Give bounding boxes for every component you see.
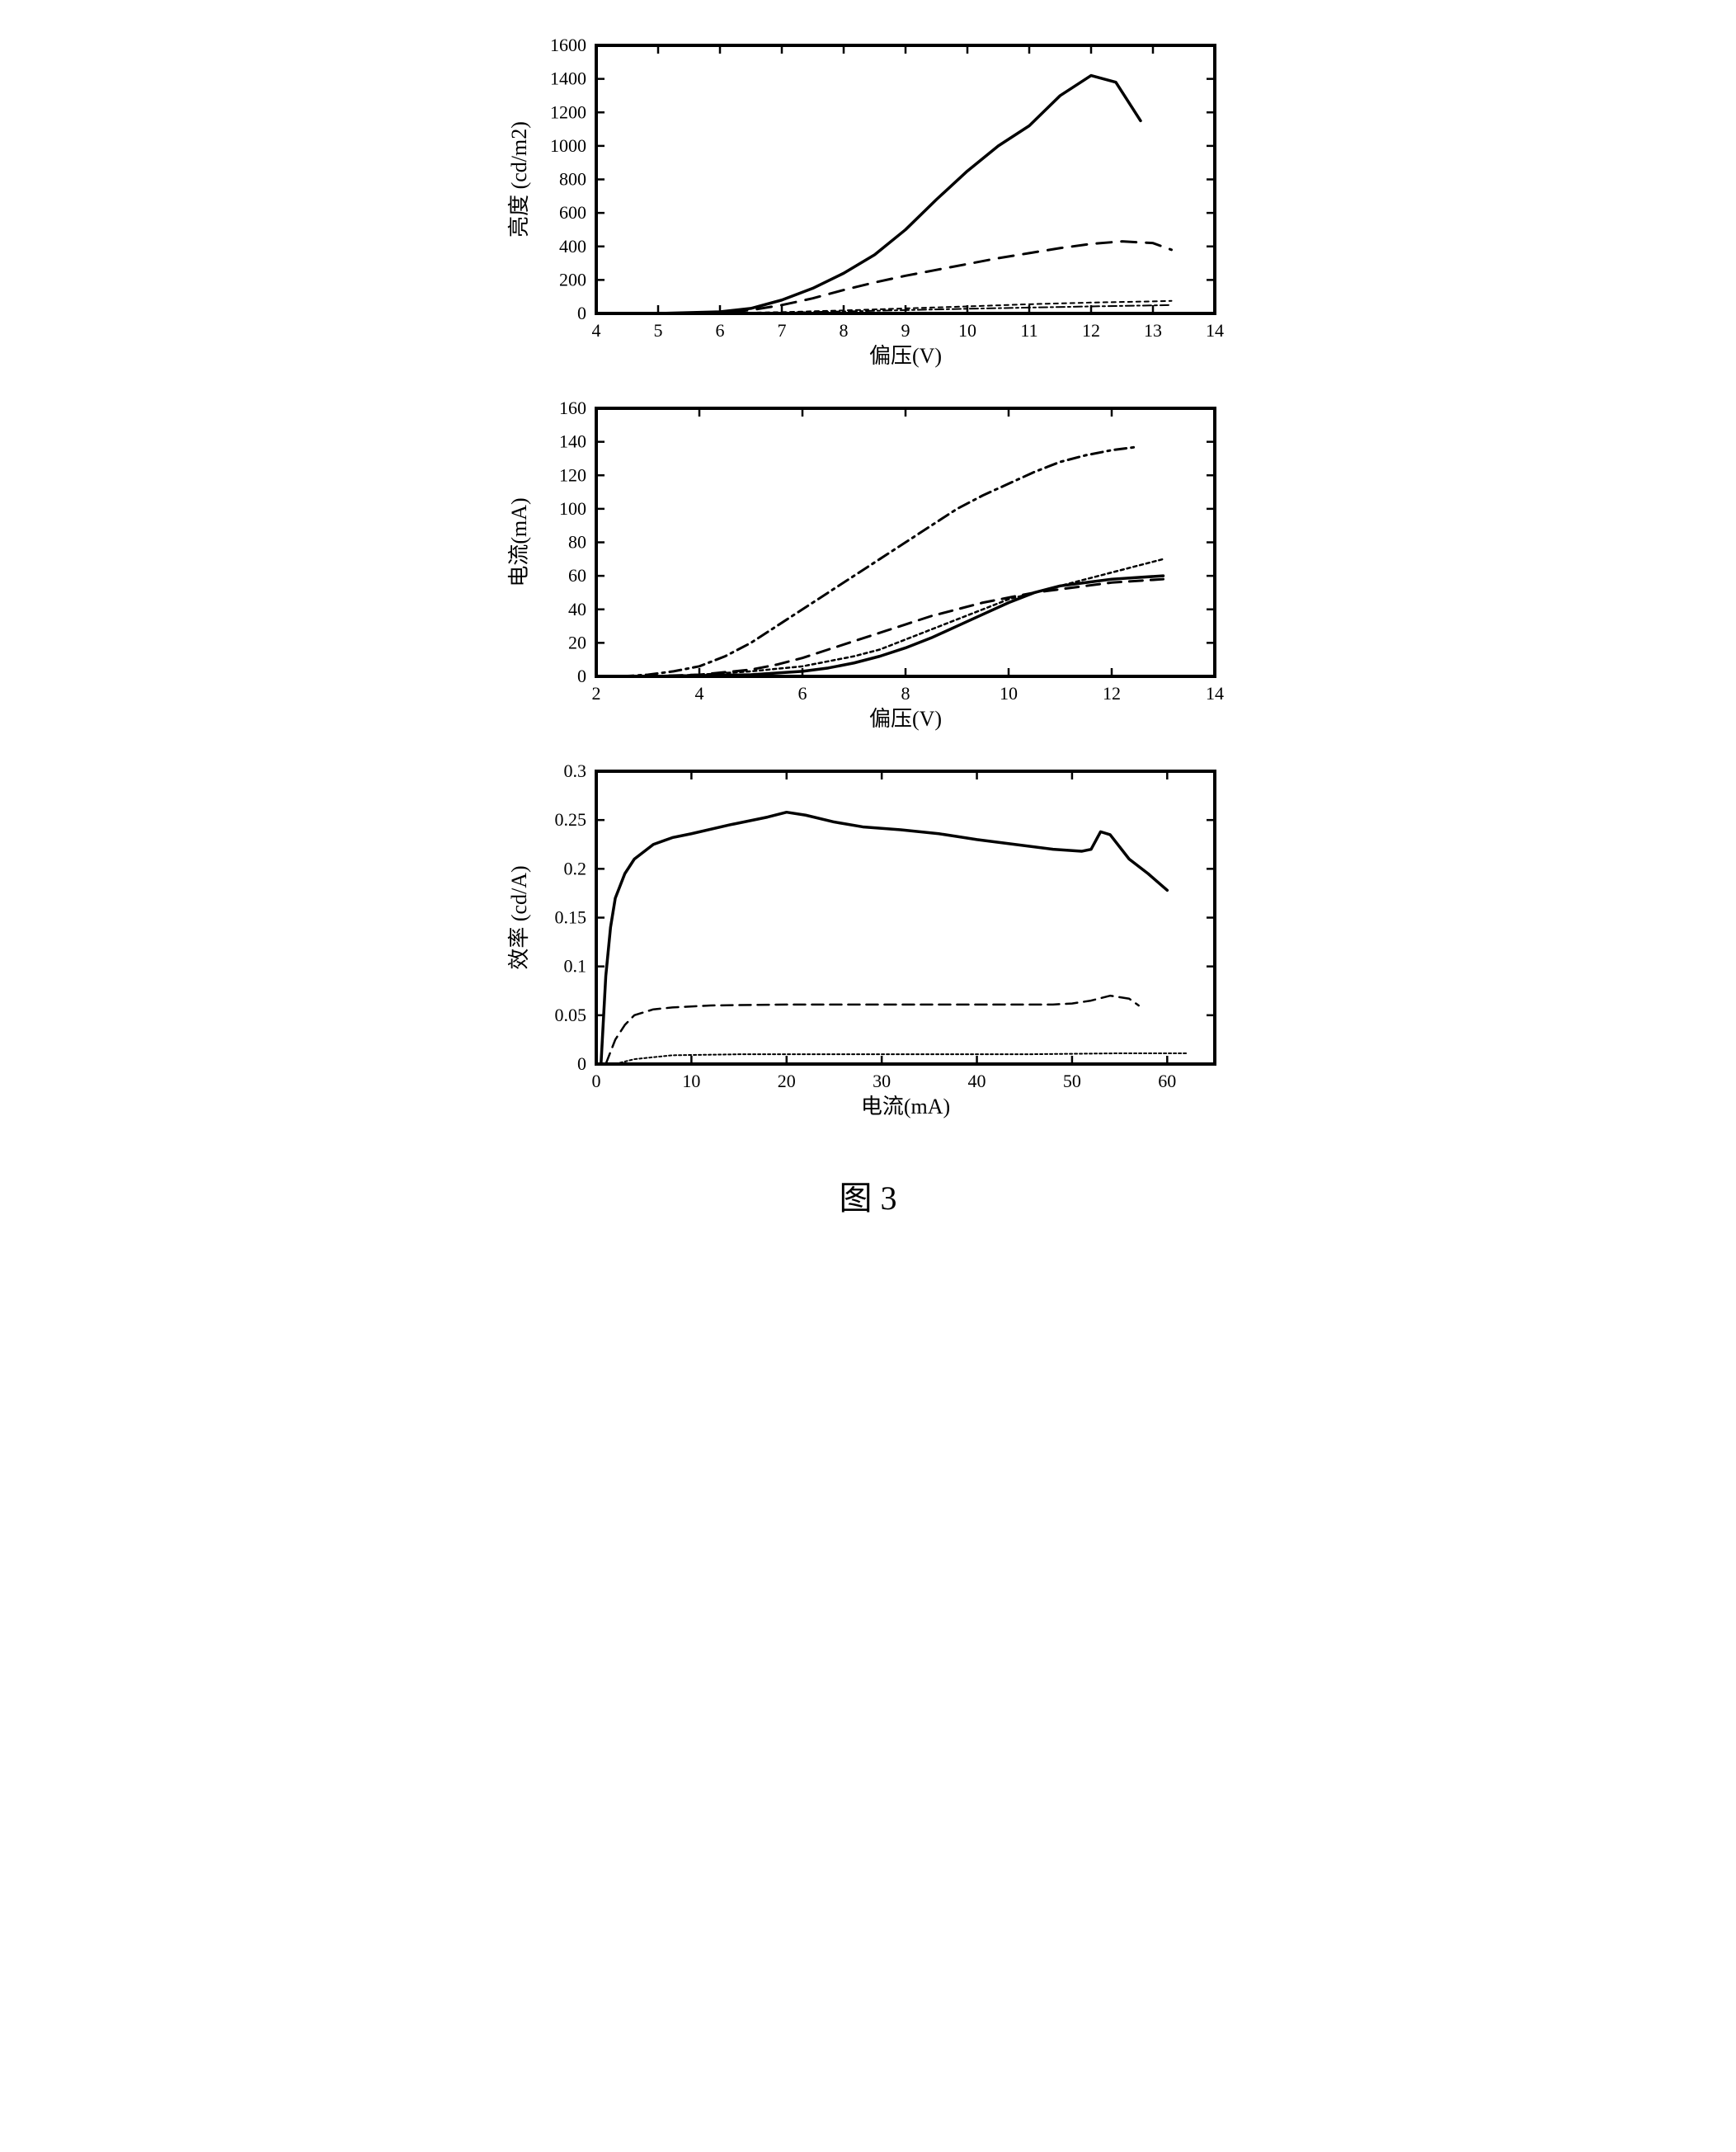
svg-text:0: 0 [577, 303, 586, 323]
svg-text:0: 0 [591, 1071, 600, 1091]
panel-brightness: 4 5 6 7 8 9 10 11 12 13 14 0 200 400 600 800 1000 1200 140… [497, 33, 1240, 379]
svg-text:12: 12 [1082, 320, 1100, 341]
svg-text:140: 140 [559, 431, 586, 452]
svg-text:0.3: 0.3 [563, 760, 586, 781]
svg-text:电流(mA): 电流(mA) [507, 497, 531, 586]
svg-text:亮度 (cd/m2): 亮度 (cd/m2) [507, 121, 531, 238]
svg-text:8: 8 [839, 320, 848, 341]
svg-text:20: 20 [777, 1071, 795, 1091]
svg-text:4: 4 [591, 320, 600, 341]
svg-text:7: 7 [777, 320, 786, 341]
figure-container: 4567891011121314020040060080010001200140… [497, 33, 1240, 1219]
svg-text:效率 (cd/A): 效率 (cd/A) [507, 865, 531, 969]
svg-text:13: 13 [1144, 320, 1162, 341]
svg-text:8: 8 [901, 683, 910, 704]
panel-current: 2468101214020406080100120140160偏压(V)电流(m… [497, 396, 1240, 742]
svg-text:100: 100 [559, 498, 586, 519]
svg-text:电流(mA): 电流(mA) [860, 1095, 949, 1118]
svg-text:0: 0 [577, 666, 586, 686]
svg-text:6: 6 [715, 320, 724, 341]
svg-text:11: 11 [1020, 320, 1037, 341]
svg-text:10: 10 [682, 1071, 700, 1091]
svg-text:0.2: 0.2 [563, 858, 586, 878]
svg-text:20: 20 [568, 632, 586, 652]
svg-text:10: 10 [1000, 683, 1018, 704]
svg-text:160: 160 [559, 398, 586, 418]
svg-text:400: 400 [559, 236, 586, 257]
svg-text:2: 2 [591, 683, 600, 704]
svg-text:0.15: 0.15 [554, 907, 586, 928]
svg-text:9: 9 [901, 320, 910, 341]
svg-text:0: 0 [577, 1053, 586, 1074]
svg-text:600: 600 [559, 202, 586, 223]
svg-text:40: 40 [568, 599, 586, 619]
chart-brightness: 4 5 6 7 8 9 10 11 12 13 14 0 200 400 600 800 1000 1200 140… [497, 33, 1240, 379]
svg-text:1000: 1000 [550, 135, 586, 156]
svg-text:偏压(V): 偏压(V) [868, 344, 941, 368]
svg-text:50: 50 [1062, 1071, 1080, 1091]
svg-text:30: 30 [873, 1071, 891, 1091]
svg-text:120: 120 [559, 464, 586, 485]
panel-efficiency: 0 10 20 30 40 50 60 0 0.05 0.1 0.15 0.2 0.25 0.3 电流(mA… [497, 759, 1240, 1130]
svg-text:4: 4 [694, 683, 703, 704]
svg-text:5: 5 [653, 320, 662, 341]
svg-text:0.05: 0.05 [554, 1005, 586, 1025]
svg-text:0.1: 0.1 [563, 956, 586, 977]
svg-text:800: 800 [559, 169, 586, 190]
svg-text:1200: 1200 [550, 101, 586, 122]
svg-text:60: 60 [1158, 1071, 1176, 1091]
svg-text:1600: 1600 [550, 35, 586, 55]
chart-current: 2468101214020406080100120140160偏压(V)电流(m… [497, 396, 1240, 742]
svg-text:6: 6 [797, 683, 807, 704]
figure-caption: 图 3 [497, 1171, 1240, 1219]
svg-text:14: 14 [1206, 683, 1224, 704]
svg-text:偏压(V): 偏压(V) [868, 707, 941, 731]
svg-text:40: 40 [967, 1071, 986, 1091]
svg-text:200: 200 [559, 269, 586, 290]
svg-text:1400: 1400 [550, 68, 586, 89]
chart-efficiency: 0 10 20 30 40 50 60 0 0.05 0.1 0.15 0.2 0.25 0.3 电流(mA… [497, 759, 1240, 1130]
svg-text:60: 60 [568, 565, 586, 586]
svg-text:12: 12 [1103, 683, 1121, 704]
svg-text:10: 10 [958, 320, 976, 341]
svg-text:14: 14 [1206, 320, 1224, 341]
svg-text:80: 80 [568, 532, 586, 553]
svg-text:0.25: 0.25 [554, 809, 586, 830]
